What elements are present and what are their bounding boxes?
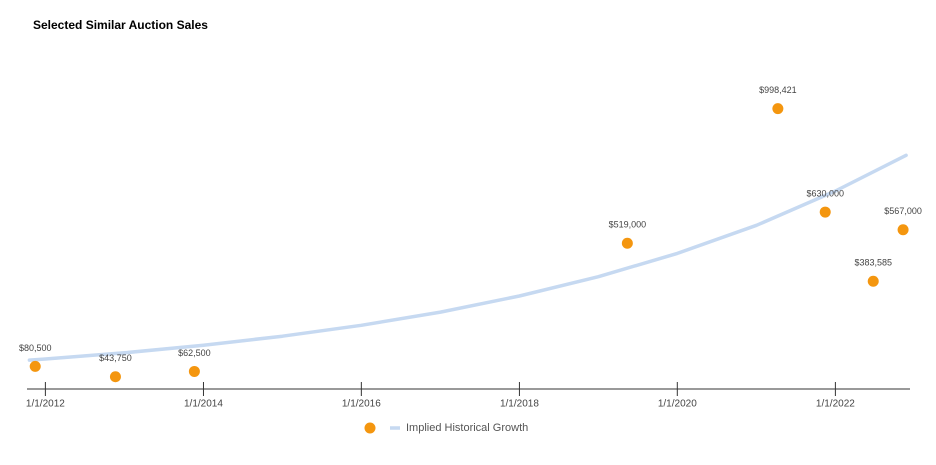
data-point — [867, 275, 879, 287]
data-point — [109, 371, 121, 383]
x-tick-label: 1/1/2012 — [26, 399, 65, 410]
data-point — [621, 237, 633, 249]
x-tick-label: 1/1/2014 — [184, 399, 223, 410]
data-label: $998,421 — [759, 85, 797, 95]
chart-title: Selected Similar Auction Sales — [33, 18, 208, 32]
x-tick-label: 1/1/2020 — [658, 399, 697, 410]
data-point — [29, 360, 41, 372]
data-label: $80,500 — [19, 343, 52, 353]
legend-swatch — [364, 422, 376, 434]
x-tick-label: 1/1/2022 — [816, 399, 855, 410]
trend-line — [27, 153, 908, 362]
data-label: $630,000 — [806, 188, 844, 198]
data-label: $62,500 — [178, 348, 211, 358]
data-point — [897, 224, 909, 236]
data-label: $519,000 — [609, 220, 647, 230]
data-label: $43,750 — [99, 353, 132, 363]
x-tick-label: 1/1/2018 — [500, 399, 539, 410]
x-tick-label: 1/1/2016 — [342, 399, 381, 410]
data-point — [772, 103, 784, 115]
data-label: $567,000 — [884, 206, 922, 216]
data-point — [819, 206, 831, 218]
legend-label: Implied Historical Growth — [406, 422, 528, 434]
data-point — [188, 365, 200, 377]
data-label: $383,585 — [854, 258, 892, 268]
